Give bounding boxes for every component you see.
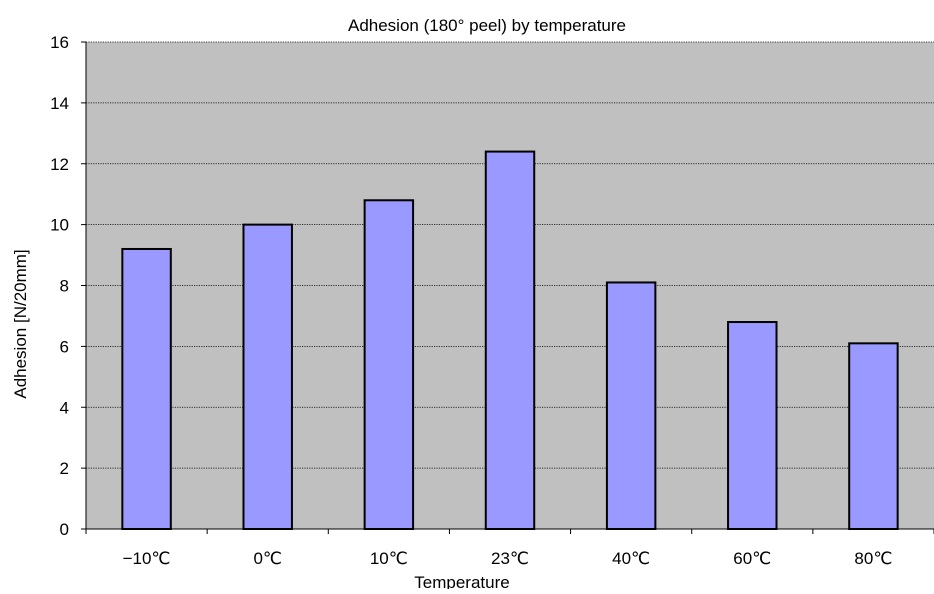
y-tick-label: 2 (60, 459, 69, 478)
x-tick-label: 80℃ (854, 549, 892, 568)
bar (242, 223, 293, 530)
y-tick-label: 4 (60, 398, 69, 417)
x-tick-label: 40℃ (612, 549, 650, 568)
x-tick-label: 23℃ (491, 549, 529, 568)
bar (484, 150, 536, 530)
y-axis-ticks: 0 2 4 6 8 10 12 14 16 (50, 33, 86, 539)
gridlines (86, 41, 934, 469)
x-tick-label: 10℃ (370, 549, 408, 568)
bar (848, 342, 899, 530)
y-tick-label: 12 (50, 155, 69, 174)
bar (363, 199, 415, 530)
y-tick-label: 6 (60, 337, 69, 356)
y-tick-label: 10 (50, 216, 69, 235)
x-tick-label: −10℃ (123, 549, 171, 568)
y-tick-label: 0 (60, 520, 69, 539)
bar (121, 247, 172, 530)
y-tick-label: 14 (50, 94, 69, 113)
bar (727, 321, 778, 530)
y-tick-label: 16 (50, 33, 69, 52)
x-tick-label: 0℃ (253, 549, 282, 568)
x-axis-ticks: −10℃ 0℃ 10℃ 23℃ 40℃ 60℃ 80℃ (85, 529, 934, 568)
chart-title: Adhesion (180° peel) by temperature (348, 16, 626, 35)
y-tick-label: 8 (60, 277, 69, 296)
x-axis-title: Temperature (414, 573, 509, 589)
bar (605, 281, 657, 530)
y-axis-title: Adhesion [N/20mm] (11, 249, 30, 398)
x-tick-label: 60℃ (733, 549, 771, 568)
